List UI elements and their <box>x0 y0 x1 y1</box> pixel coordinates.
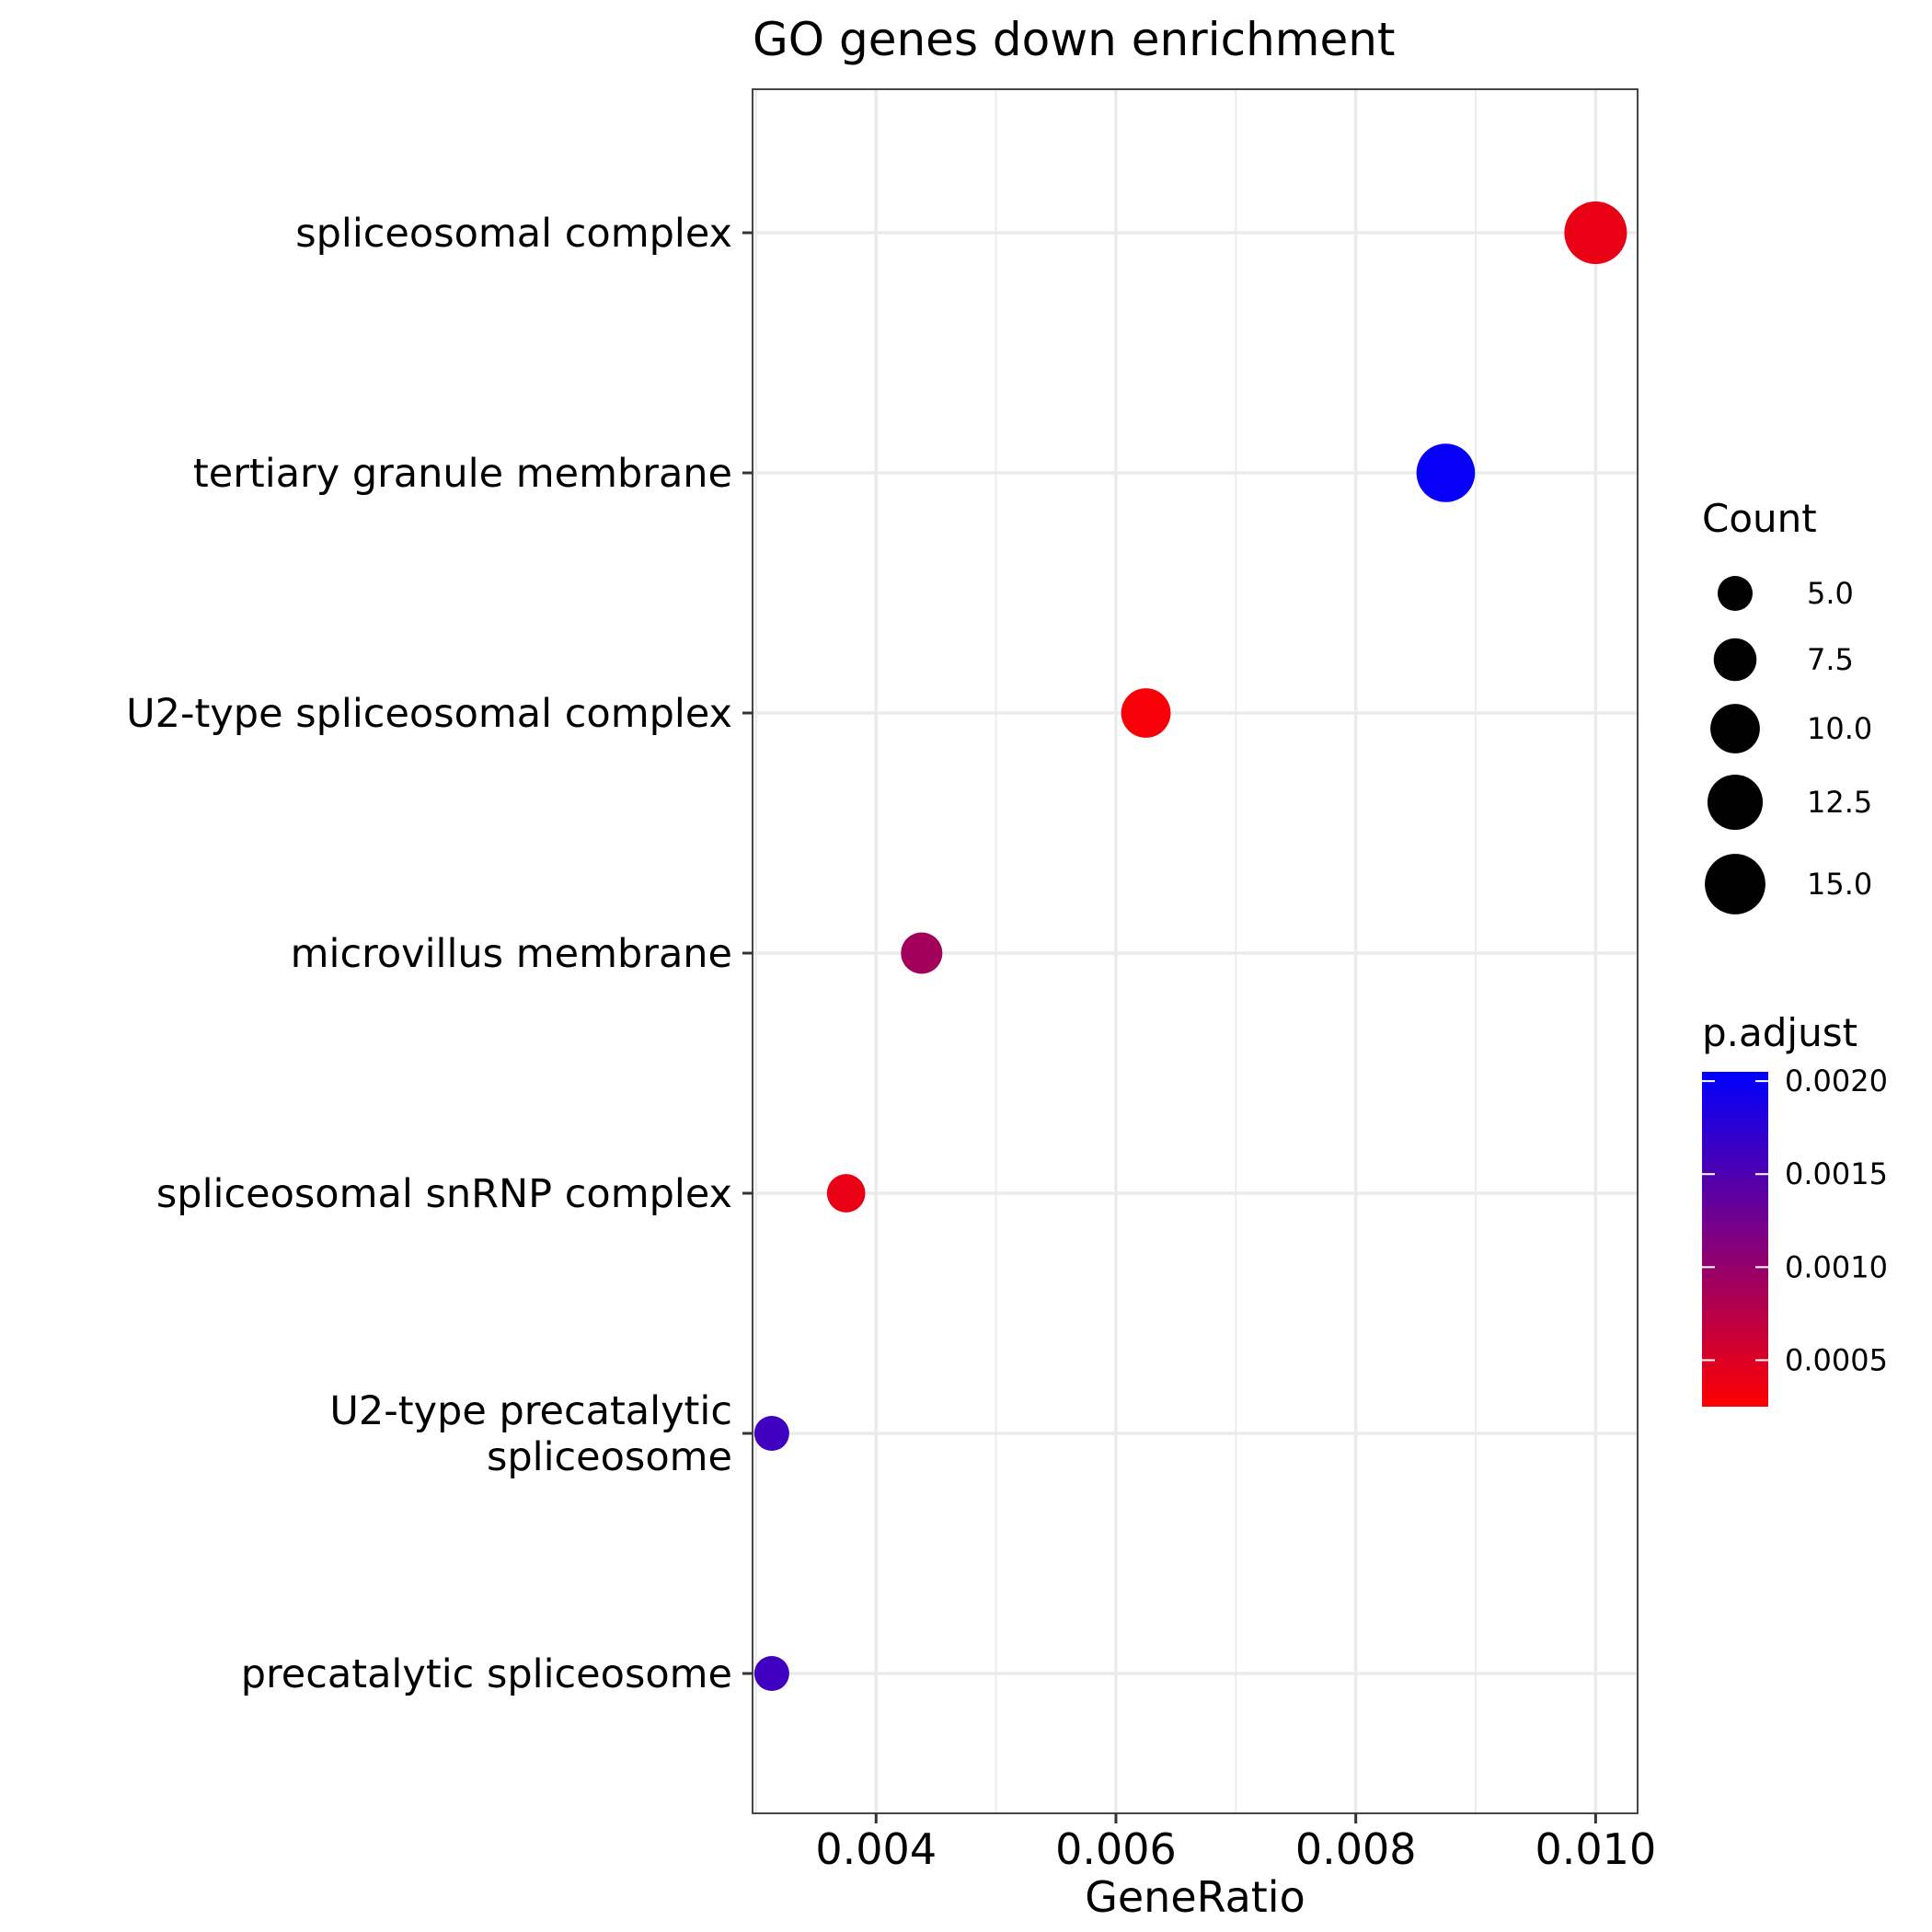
size-legend-key <box>1717 575 1754 612</box>
color-legend-title: p.adjust <box>1702 1010 1857 1055</box>
data-point <box>1416 443 1476 502</box>
p-adjust-color-legend: p.adjust 0.0020 0.0015 0.0010 0.0005 <box>1702 1010 1888 1407</box>
y-category-label: tertiary granule membrane <box>193 451 732 497</box>
color-bar-label: 0.0015 <box>1785 1156 1888 1191</box>
major-gridlines <box>753 89 1638 1813</box>
x-tick-label: 0.010 <box>1535 1824 1657 1874</box>
color-bar-label: 0.0005 <box>1785 1342 1888 1377</box>
x-tick-label: 0.004 <box>815 1824 937 1874</box>
size-legend-key <box>1710 704 1760 753</box>
x-tick-label: 0.008 <box>1295 1824 1417 1874</box>
data-point <box>1564 201 1627 264</box>
size-legend-label: 15.0 <box>1807 867 1872 902</box>
y-category-label: spliceosomal complex <box>295 211 732 257</box>
x-axis-tick-labels: 0.004 0.006 0.008 0.010 <box>815 1824 1656 1874</box>
size-legend-label: 5.0 <box>1807 576 1854 611</box>
y-category-label: U2-type spliceosomal complex <box>126 691 732 737</box>
y-axis-ticks <box>742 231 753 1675</box>
minor-gridlines <box>755 89 1477 1813</box>
size-legend-label: 12.5 <box>1807 785 1872 820</box>
size-legend-label: 7.5 <box>1807 642 1854 677</box>
plot-panel-border <box>752 88 1639 1814</box>
y-category-label: precatalytic spliceosome <box>241 1651 732 1697</box>
size-legend-key <box>1713 638 1757 682</box>
data-point <box>753 1415 789 1452</box>
color-bar-label: 0.0010 <box>1785 1249 1888 1284</box>
y-axis-category-labels: spliceosomal complex tertiary granule mem… <box>126 211 732 1697</box>
size-legend-key <box>1707 774 1764 831</box>
count-size-legend: Count 5.0 7.5 10.0 12.5 15.0 <box>1702 496 1872 914</box>
size-legend-label: 10.0 <box>1807 711 1872 746</box>
data-point <box>753 1655 789 1692</box>
data-point <box>901 932 943 974</box>
y-category-label: microvillus membrane <box>291 931 732 977</box>
color-bar-ticks: 0.0020 0.0015 0.0010 0.0005 <box>1702 1064 1888 1377</box>
size-legend-title: Count <box>1702 496 1817 541</box>
y-category-label: spliceosomal snRNP complex <box>156 1171 732 1217</box>
color-bar-label: 0.0020 <box>1785 1064 1888 1098</box>
data-point <box>1121 688 1171 738</box>
size-legend-key <box>1705 854 1765 914</box>
data-points <box>753 201 1627 1692</box>
data-point <box>826 1174 866 1213</box>
y-category-label: U2-type precatalytic <box>329 1388 732 1434</box>
x-axis-title: GeneRatio <box>1085 1872 1305 1922</box>
color-bar <box>1702 1072 1768 1407</box>
chart-title: GO genes down enrichment <box>753 13 1396 66</box>
y-category-label: spliceosome <box>487 1434 732 1480</box>
x-tick-label: 0.006 <box>1055 1824 1177 1874</box>
x-axis-ticks <box>874 1813 1597 1823</box>
